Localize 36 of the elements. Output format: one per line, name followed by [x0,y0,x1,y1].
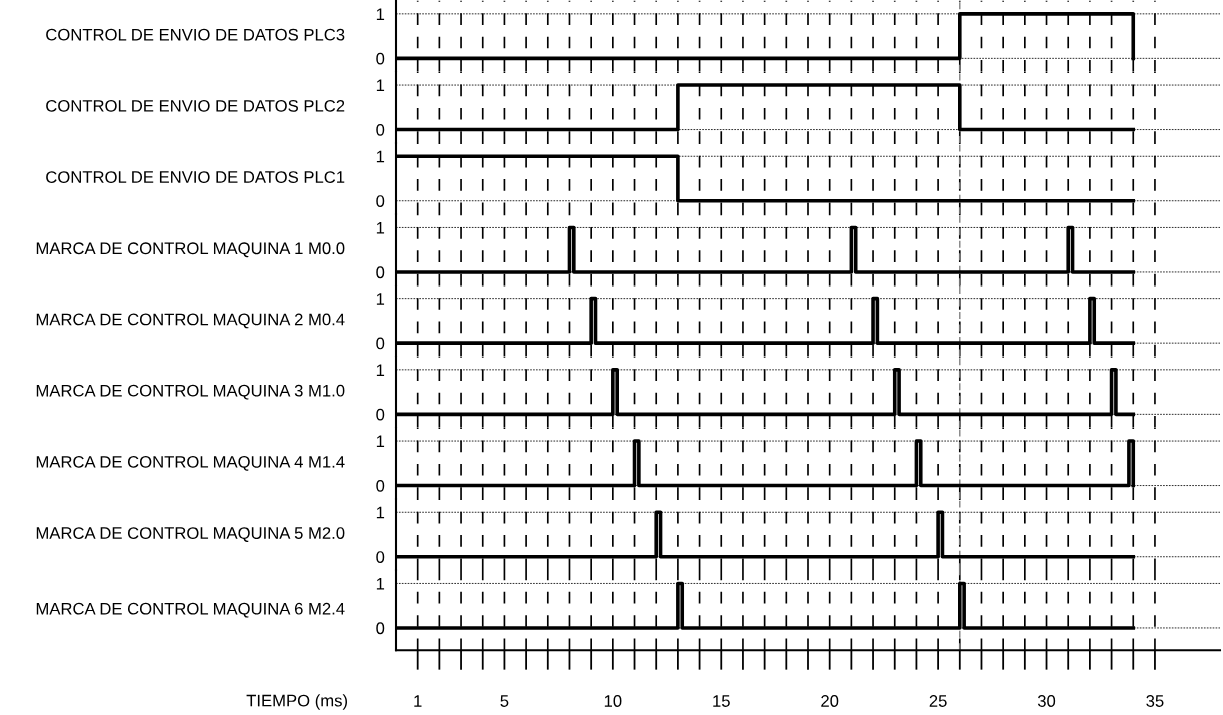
y-tick-label: 0 [376,408,385,421]
y-tick-label: 1 [376,222,385,234]
x-tick-label: 20 [821,695,839,707]
x-tick-label: 1 [414,695,422,707]
y-tick-label: 1 [376,506,385,519]
y-axis-title: CONTROL DE ENVIO DE DATOS PLC2 [46,99,345,112]
y-axis-title: MARCA DE CONTROL MAQUINA 1 M0.0 [36,242,345,258]
y-tick-label: 1 [376,293,385,305]
y-tick-label: 0 [376,195,385,207]
y-tick-label: 1 [376,79,385,92]
y-axis-title: MARCA DE CONTROL MAQUINA 6 M2.4 [36,602,345,618]
x-tick-label: 30 [1037,695,1056,707]
y-tick-label: 0 [376,479,385,492]
y-axis-title: MARCA DE CONTROL MAQUINA 4 M1.4 [36,455,345,471]
y-tick-label: 1 [376,435,385,448]
y-axis-title: CONTROL DE ENVIO DE DATOS PLC3 [46,28,345,41]
y-tick-label: 1 [376,8,385,20]
y-tick-label: 1 [376,364,385,376]
y-tick-label: 0 [376,622,385,635]
y-tick-label: 0 [376,266,385,279]
y-axis-title: CONTROL DE ENVIO DE DATOS PLC1 [46,171,345,183]
y-axis-title: MARCA DE CONTROL MAQUINA 5 M2.0 [36,527,345,542]
y-tick-label: 0 [376,337,385,350]
y-axis-title: MARCA DE CONTROL MAQUINA 2 M0.4 [36,313,345,329]
y-tick-label: 0 [376,551,385,563]
x-tick-label: 5 [500,695,509,707]
x-tick-label: 15 [713,695,730,707]
x-tick-label: 35 [1146,695,1164,707]
x-axis-title: TIEMPO (ms) [246,694,348,710]
x-tick-label: 10 [604,695,622,707]
y-tick-label: 1 [376,150,385,163]
y-tick-label: 1 [376,578,385,590]
y-tick-label: 0 [376,52,385,65]
y-axis-title: MARCA DE CONTROL MAQUINA 3 M1.0 [36,384,345,400]
x-tick-label: 25 [929,695,947,707]
y-tick-label: 0 [376,123,385,136]
